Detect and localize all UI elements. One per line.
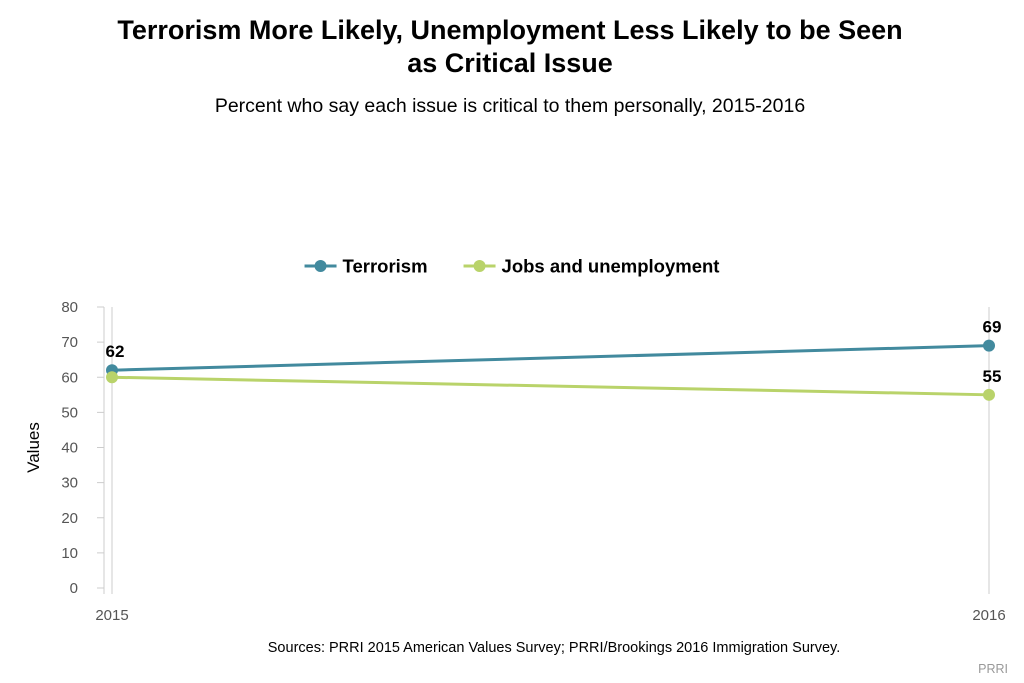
y-tick-label: 10	[61, 545, 78, 562]
x-tick-label: 2015	[95, 607, 128, 624]
y-axis: 0 10 20 30 40 50 60 70 80 Values	[24, 299, 105, 597]
legend-marker	[473, 260, 486, 272]
data-label: 69	[983, 318, 1002, 337]
line-chart: Terrorism Jobs and unemployment 0 10 20 30 40…	[24, 256, 1006, 625]
data-point[interactable]	[983, 339, 995, 352]
legend-label: Terrorism	[343, 256, 428, 277]
series-line	[111, 375, 990, 397]
y-tick-label: 60	[61, 369, 78, 386]
chart-title-line-2: as Critical Issue	[407, 48, 613, 78]
chart-title: Terrorism More Likely, Unemployment Less…	[0, 14, 1020, 80]
chart-title-line-1: Terrorism More Likely, Unemployment Less…	[117, 15, 903, 45]
y-axis-title: Values	[24, 422, 43, 473]
data-point[interactable]	[983, 388, 995, 401]
legend-marker	[314, 260, 327, 272]
legend-label: Jobs and unemployment	[502, 256, 720, 277]
series-layer	[106, 339, 995, 401]
legend-item[interactable]: Terrorism	[304, 256, 428, 277]
y-tick-label: 20	[61, 510, 78, 527]
legend-item[interactable]: Jobs and unemployment	[463, 256, 720, 277]
y-tick-label: 80	[61, 299, 78, 316]
data-point[interactable]	[106, 371, 118, 384]
y-tick-label: 50	[61, 404, 78, 421]
data-label: 62	[106, 342, 125, 361]
x-tick-label: 2016	[972, 607, 1005, 624]
series-line	[111, 344, 990, 372]
y-tick-label: 0	[70, 580, 78, 597]
data-label: 55	[983, 367, 1002, 386]
source-note: Sources: PRRI 2015 American Values Surve…	[267, 640, 841, 656]
credit-label: PRRI	[978, 662, 1008, 676]
y-tick-label: 30	[61, 475, 78, 492]
y-tick-label: 40	[61, 440, 78, 457]
data-labels: 62 69 55	[106, 318, 1002, 386]
chart-subtitle: Percent who say each issue is critical t…	[214, 95, 806, 117]
x-axis: 2015 2016	[95, 307, 1006, 624]
legend[interactable]: Terrorism Jobs and unemployment	[304, 256, 720, 277]
y-tick-label: 70	[61, 334, 78, 351]
